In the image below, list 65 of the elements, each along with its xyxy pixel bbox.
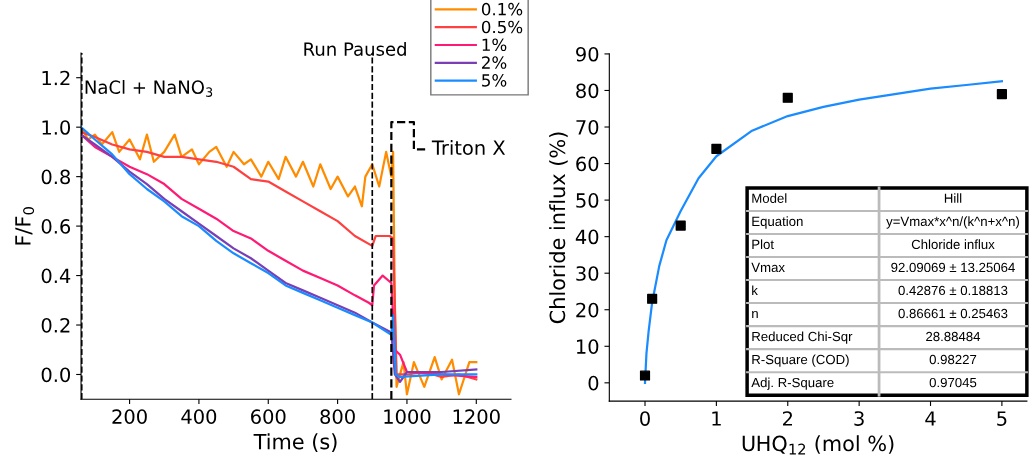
annotation: R-Square (COD) <box>752 354 849 367</box>
x-tick-label: 1000 <box>384 409 431 424</box>
x-tick-label: 2 <box>783 411 792 426</box>
annotation: 0.98227 <box>929 354 977 365</box>
annotation: 0.42876 ± 0.18813 <box>898 285 1008 296</box>
point <box>782 92 793 103</box>
x-tick-label: 4 <box>925 411 936 426</box>
y-tick-label: 1.2 <box>42 70 70 86</box>
legend-label: 5% <box>482 74 507 87</box>
annotation: Plot <box>752 239 774 250</box>
y-tick-label: 30 <box>576 266 599 281</box>
annotation: n <box>752 310 758 319</box>
point <box>996 89 1007 100</box>
x-axis-title: Time (s) <box>253 433 337 452</box>
y-tick-label: 90 <box>576 46 599 62</box>
x-tick-label: 1200 <box>453 409 500 424</box>
x-tick-label: 800 <box>320 409 355 424</box>
annotation: 0.86661 ± 0.25463 <box>898 308 1008 319</box>
annotation: Chloride influx <box>911 239 995 250</box>
point <box>647 293 658 304</box>
y-tick-label: 0.2 <box>41 317 70 333</box>
annotation: y=Vmax*x^n/(k^n+x^n) <box>886 216 1019 229</box>
ref-line-label: Run Paused <box>304 41 406 56</box>
y-tick-label: 0.8 <box>41 169 70 185</box>
annotation: 92.09069 ± 13.25064 <box>891 262 1015 273</box>
x-tick-label: 0 <box>640 411 650 426</box>
annotation: Model <box>752 193 787 203</box>
annotation: Reduced Chi-Sqr <box>752 331 853 344</box>
series-label: Triton X <box>431 140 506 156</box>
y-tick-label: 40 <box>575 229 599 245</box>
point <box>639 370 651 381</box>
y-tick-label: 1.0 <box>42 120 71 135</box>
legend-label: 0.1% <box>481 2 523 16</box>
y-tick-label: 0.6 <box>41 219 71 234</box>
y-tick-label: 10 <box>576 339 599 354</box>
y-tick-label: 50 <box>576 193 599 208</box>
annotation: Vmax <box>751 262 785 273</box>
y-tick-label: 70 <box>576 119 599 135</box>
annotation: Equation <box>752 216 803 229</box>
annotation: 28.88484 <box>926 331 981 342</box>
legend-label: 1% <box>482 38 507 52</box>
legend-label: 0.5% <box>481 20 523 34</box>
y-tick-label: 80 <box>576 83 599 99</box>
point <box>675 220 686 231</box>
x-tick-label: 3 <box>854 411 864 426</box>
y-tick-label: 60 <box>576 156 599 172</box>
x-tick-label: 1 <box>712 411 721 426</box>
y-axis-title: F/F$_{0}$ <box>15 207 35 245</box>
y-tick-label: 0.0 <box>41 367 71 383</box>
x-tick-label: 200 <box>112 409 147 424</box>
annotation: Adj. R-Square <box>751 377 834 390</box>
y-tick-label: 20 <box>576 302 599 318</box>
x-tick-label: 5 <box>997 411 1007 426</box>
x-axis-title: UHQ$_{12}$ (mol %) <box>742 435 894 455</box>
annotation: Hill <box>944 193 962 203</box>
annotation: k <box>752 285 758 295</box>
legend-label: 2% <box>482 56 507 69</box>
y-tick-label: 0 <box>588 375 599 391</box>
y-axis-title: Chloride influx (%) <box>549 132 568 324</box>
x-tick-label: 600 <box>251 409 286 424</box>
x-tick-label: 400 <box>181 409 217 424</box>
annotation: 0.97045 <box>929 377 977 388</box>
point <box>711 143 722 155</box>
ref-line-label: NaCl + NaNO$_{3}$ <box>85 80 213 97</box>
y-tick-label: 0.4 <box>41 268 71 284</box>
